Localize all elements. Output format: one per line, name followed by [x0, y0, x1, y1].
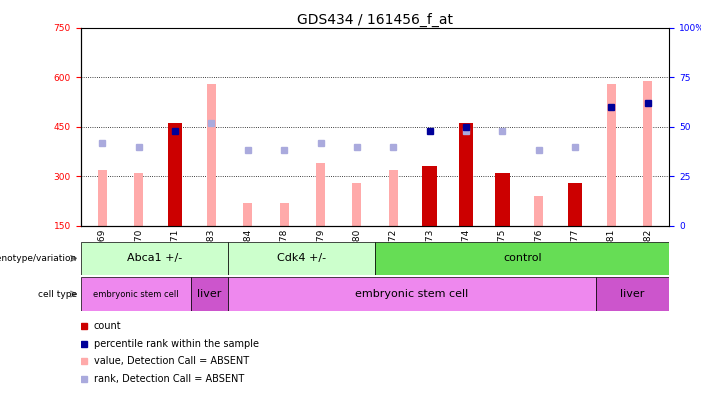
Text: control: control — [503, 253, 542, 263]
Bar — [228, 242, 375, 275]
Bar — [98, 169, 107, 226]
Text: count: count — [93, 321, 121, 331]
Bar — [495, 173, 510, 226]
Bar — [191, 277, 228, 311]
Text: liver: liver — [197, 289, 222, 299]
Bar — [280, 203, 289, 226]
Text: embryonic stem cell: embryonic stem cell — [93, 289, 179, 299]
Bar — [228, 277, 596, 311]
Text: percentile rank within the sample: percentile rank within the sample — [93, 339, 259, 348]
Bar — [458, 124, 473, 226]
Bar — [243, 203, 252, 226]
Bar — [596, 277, 669, 311]
Bar — [134, 173, 143, 226]
Bar — [607, 84, 616, 226]
Bar — [81, 242, 228, 275]
Bar — [353, 183, 362, 226]
Text: liver: liver — [620, 289, 645, 299]
Bar — [168, 124, 182, 226]
Text: cell type: cell type — [38, 289, 77, 299]
Title: GDS434 / 161456_f_at: GDS434 / 161456_f_at — [297, 13, 453, 27]
Bar — [316, 163, 325, 226]
Bar — [375, 242, 669, 275]
Text: Cdk4 +/-: Cdk4 +/- — [277, 253, 326, 263]
Text: Abca1 +/-: Abca1 +/- — [127, 253, 182, 263]
Text: genotype/variation: genotype/variation — [0, 254, 77, 263]
Text: rank, Detection Call = ABSENT: rank, Detection Call = ABSENT — [93, 374, 244, 384]
Bar — [534, 196, 543, 226]
Bar — [568, 183, 583, 226]
Bar — [422, 166, 437, 226]
Bar — [81, 277, 191, 311]
Bar — [207, 84, 216, 226]
Text: embryonic stem cell: embryonic stem cell — [355, 289, 468, 299]
Bar — [643, 80, 652, 226]
Text: value, Detection Call = ABSENT: value, Detection Call = ABSENT — [93, 356, 249, 366]
Bar — [388, 169, 397, 226]
